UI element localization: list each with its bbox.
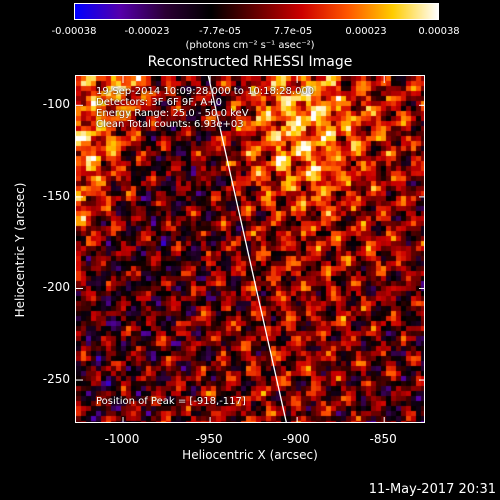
plot-overlay [76, 76, 424, 422]
colorbar-unit-label: (photons cm⁻² s⁻¹ asec⁻²) [185, 40, 315, 51]
colorbar-tick-label: 7.7e-05 [273, 26, 313, 37]
y-tick-label: -200 [42, 280, 70, 295]
x-tick-label: -850 [369, 432, 397, 446]
x-tick-label: -1000 [104, 432, 140, 446]
plot-area: 19-Sep-2014 10:09:28.000 to 10:18:28.000… [75, 75, 425, 423]
plot-title: Reconstructed RHESSI Image [147, 54, 353, 70]
x-axis-label: Heliocentric X (arcsec) [182, 448, 318, 462]
energy-range-text: Energy Range: 25.0 - 50.0 keV [96, 108, 249, 119]
x-tick-label: -900 [282, 432, 310, 446]
colorbar-tick-label: -0.00023 [124, 26, 170, 37]
footer-timestamp: 11-May-2017 20:31 [368, 482, 496, 497]
colorbar-tick-label: 0.00023 [345, 26, 387, 37]
time-range-text: 19-Sep-2014 10:09:28.000 to 10:18:28.000 [96, 86, 315, 97]
y-tick-label: -250 [42, 372, 70, 387]
x-tick-label: -950 [195, 432, 223, 446]
colorbar-tick-label: 0.00038 [418, 26, 460, 37]
detectors-text: Detectors: 3F 6F 9F, A+0 [96, 97, 222, 108]
colorbar-tick-label: -7.7e-05 [199, 26, 241, 37]
colorbar [74, 3, 439, 20]
peak-position-text: Position of Peak = [-918,-117] [96, 396, 246, 407]
y-tick-label: -150 [42, 188, 70, 203]
y-tick-label: -100 [42, 97, 70, 112]
colorbar-tick-label: -0.00038 [51, 26, 97, 37]
y-axis-label: Heliocentric Y (arcsec) [13, 182, 27, 318]
heatmap-image [76, 76, 424, 422]
solar-limb-line [207, 76, 287, 422]
clean-counts-text: Clean Total counts: 6.93e+03 [96, 119, 244, 130]
